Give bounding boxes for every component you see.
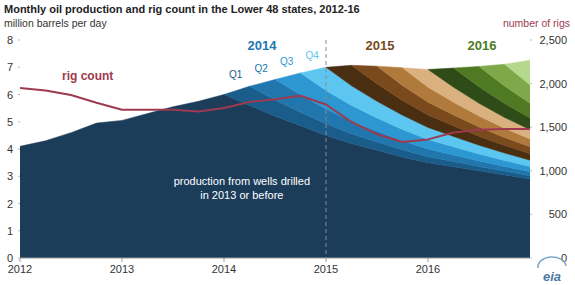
label-line: production from wells drilled (174, 175, 310, 187)
annotation: 2015 (366, 38, 395, 53)
y-tick-label: 0 (7, 252, 13, 264)
x-tick-label: 2013 (110, 263, 134, 275)
x-tick-label: 2014 (212, 263, 236, 275)
reference-line (326, 40, 327, 258)
y2-tick-label: 2,000 (539, 78, 567, 90)
x-tick (224, 258, 225, 262)
y2-tick (530, 258, 532, 259)
x-tick (326, 258, 327, 262)
y2-tick (530, 127, 532, 128)
y-tick-label: 7 (7, 61, 13, 73)
x-tick-label: 2016 (416, 263, 440, 275)
y-tick (18, 121, 20, 122)
y-tick-label: 1 (7, 225, 13, 237)
logo-arc (538, 257, 566, 268)
lines (20, 88, 530, 142)
quarter-label: Q4 (306, 50, 320, 61)
x-tick (20, 258, 21, 262)
areas (20, 40, 530, 258)
y2-axis-label: number of rigs (503, 17, 570, 29)
y-tick-label: 2 (7, 198, 13, 210)
y2-tick-label: 1,000 (539, 165, 567, 177)
quarter-label: Q1 (229, 69, 243, 80)
base-series-label: production from wells drilled in 2013 or … (174, 175, 310, 201)
x-axis-line (20, 258, 530, 259)
x-tick-label: 2012 (8, 263, 32, 275)
y-tick-label: 4 (7, 143, 13, 155)
x-tick-label: 2015 (314, 263, 338, 275)
x-tick (428, 258, 429, 262)
line-series (20, 88, 530, 142)
y-tick (18, 230, 20, 231)
y-tick (18, 203, 20, 204)
y-tick-label: 8 (7, 34, 13, 46)
quarter-label: Q2 (255, 63, 269, 74)
y2-tick (530, 83, 532, 84)
y2-tick-label: 1,500 (539, 121, 567, 133)
y2-tick (530, 214, 532, 215)
y-tick-label: 6 (7, 89, 13, 101)
y-tick (18, 94, 20, 95)
label-line: in 2013 or before (200, 189, 283, 201)
y-tick (18, 40, 20, 41)
annotation: 2016 (468, 38, 497, 53)
y-tick (18, 176, 20, 177)
y-tick-label: 3 (7, 170, 13, 182)
title: Monthly oil production and rig count in … (4, 3, 360, 15)
y-tick (18, 149, 20, 150)
area-series (505, 60, 531, 85)
x-tick (122, 258, 123, 262)
y2-tick (530, 170, 532, 171)
logo: eia (543, 269, 561, 284)
y-tick-label: 5 (7, 116, 13, 128)
y-axis-label: million barrels per day (4, 17, 107, 29)
quarter-label: Q3 (280, 56, 294, 67)
y2-tick-label: 2,500 (539, 34, 567, 46)
line-series-label: rig count (62, 69, 113, 83)
chart: Monthly oil production and rig count in … (0, 0, 575, 285)
annotation: 2014 (248, 38, 278, 53)
y-tick (18, 258, 20, 259)
y-tick (18, 67, 20, 68)
y2-tick (530, 40, 532, 41)
y2-tick-label: 500 (549, 208, 567, 220)
